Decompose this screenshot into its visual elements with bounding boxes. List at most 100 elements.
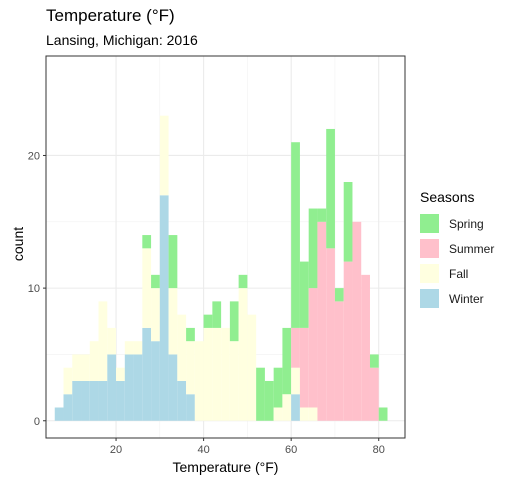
bar-spring <box>256 367 265 421</box>
bar-summer <box>308 288 318 408</box>
bar-winter <box>151 341 160 421</box>
bar-summer <box>343 261 353 421</box>
bar-winter <box>177 380 187 421</box>
bar-summer <box>299 327 309 408</box>
bar-spring <box>291 142 300 328</box>
bar-fall <box>221 327 230 421</box>
bar-fall <box>151 288 160 342</box>
legend-item-summer: Summer <box>420 236 494 261</box>
bar-winter <box>98 380 108 421</box>
bar-winter <box>54 407 64 421</box>
bar-spring <box>326 128 335 249</box>
bar-spring <box>299 261 309 328</box>
bar-spring <box>229 301 239 342</box>
bar-fall <box>282 394 292 421</box>
bar-spring <box>317 208 327 222</box>
bar-fall <box>89 341 99 381</box>
legend-label-fall: Fall <box>449 266 469 281</box>
bar-summer <box>361 274 370 421</box>
bar-fall <box>238 288 248 421</box>
x-tick-label: 80 <box>373 444 385 456</box>
bar-spring <box>151 274 160 289</box>
bar-spring <box>282 327 292 395</box>
bar-fall <box>107 327 117 355</box>
legend-key-winter <box>420 289 439 308</box>
bar-winter <box>133 354 143 421</box>
bar-spring <box>168 235 178 289</box>
bar-summer <box>291 327 300 368</box>
bar-winter <box>159 195 169 421</box>
y-tick-label: 10 <box>28 283 40 295</box>
bar-winter <box>72 380 82 421</box>
legend-item-spring: Spring <box>420 211 494 236</box>
legend-label-summer: Summer <box>449 241 495 256</box>
bar-spring <box>343 182 353 262</box>
bar-fall <box>81 354 90 381</box>
bar-winter <box>124 354 134 421</box>
bar-fall <box>212 327 222 421</box>
legend-label-spring: Spring <box>449 216 484 231</box>
bar-spring <box>369 354 379 368</box>
bar-winter <box>81 380 90 421</box>
bar-fall <box>142 248 152 328</box>
legend: Seasons Spring Summer Fall Winter <box>420 189 494 311</box>
y-tick-label: 0 <box>34 416 40 428</box>
legend-key-fall <box>420 264 439 283</box>
bar-winter <box>142 327 152 421</box>
bar-fall <box>159 115 169 196</box>
bar-winter <box>186 394 195 421</box>
bar-spring <box>378 407 388 421</box>
chart-subtitle: Lansing, Michigan: 2016 <box>46 32 198 48</box>
chart-title: Temperature (°F) <box>46 6 175 25</box>
x-tick-label: 20 <box>110 444 122 456</box>
bar-fall <box>98 301 108 381</box>
bar-winter <box>107 354 117 421</box>
bar-summer <box>317 221 327 421</box>
bar-fall <box>229 341 239 421</box>
bar-spring <box>238 274 248 289</box>
bar-fall <box>299 407 309 421</box>
bar-fall <box>116 367 125 381</box>
bar-summer <box>369 367 379 421</box>
plot-panel-border <box>45 55 406 439</box>
bar-fall <box>168 288 178 355</box>
bar-fall <box>177 314 187 381</box>
legend-key-summer <box>420 239 439 258</box>
bar-spring <box>308 208 318 289</box>
legend-label-winter: Winter <box>449 291 484 306</box>
bar-fall <box>133 341 143 355</box>
bar-fall <box>273 407 283 421</box>
bar-summer <box>326 248 335 421</box>
legend-item-winter: Winter <box>420 286 494 311</box>
bar-spring <box>212 301 222 328</box>
legend-title: Seasons <box>420 189 475 205</box>
bar-spring <box>334 288 344 302</box>
x-axis-label: Temperature (°F) <box>172 459 279 475</box>
y-tick-label: 20 <box>28 150 40 162</box>
bar-summer <box>334 301 344 421</box>
bar-summer <box>352 221 362 421</box>
bar-winter <box>63 394 73 421</box>
bar-spring <box>142 235 152 249</box>
bar-spring <box>203 314 213 328</box>
bar-fall <box>72 354 82 381</box>
bar-fall <box>247 314 257 421</box>
bar-fall <box>291 367 300 395</box>
x-tick-label: 40 <box>197 444 209 456</box>
legend-key-spring <box>420 214 439 233</box>
bar-spring <box>186 327 195 342</box>
x-tick-label: 60 <box>285 444 297 456</box>
bar-fall <box>63 367 73 395</box>
legend-item-fall: Fall <box>420 261 494 286</box>
bar-fall <box>124 341 134 355</box>
bar-winter <box>291 394 300 421</box>
bar-fall <box>186 341 195 395</box>
bar-winter <box>89 380 99 421</box>
bar-fall <box>203 327 213 421</box>
bar-fall <box>308 407 318 421</box>
bar-winter <box>168 354 178 421</box>
bar-winter <box>116 380 125 421</box>
bar-fall <box>194 341 204 421</box>
bar-spring <box>264 380 274 421</box>
